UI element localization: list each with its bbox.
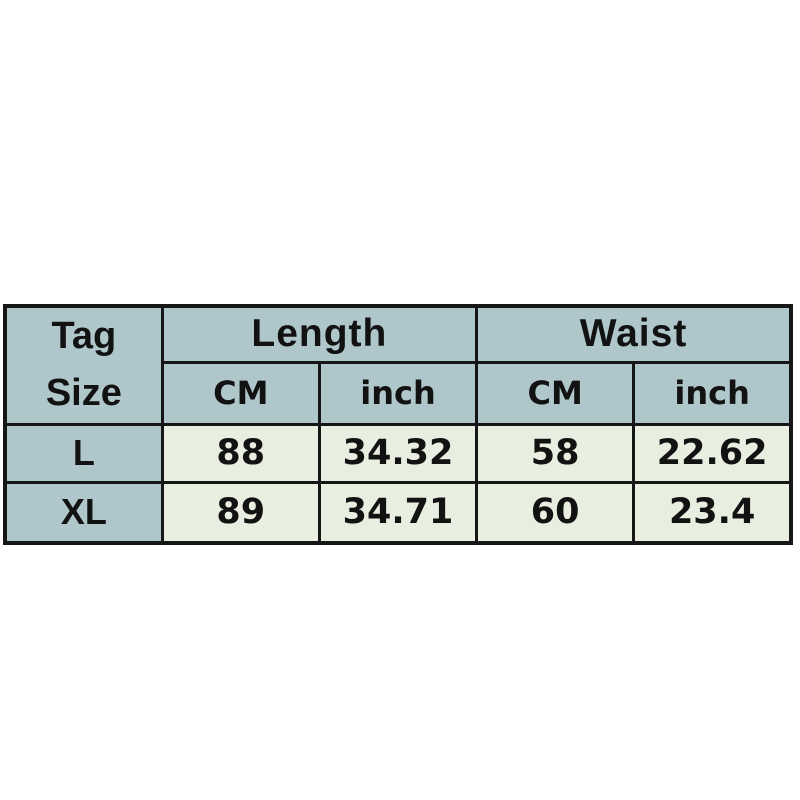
- unit-header-row: CM inch CM inch: [5, 360, 793, 426]
- length-inch-header-cell: inch: [317, 360, 479, 426]
- waist-group-header-cell: Waist: [475, 304, 793, 364]
- size-chart-table: Tag Size Length Waist CM inch CM inch L …: [3, 304, 793, 545]
- waist-inch-header-cell: inch: [632, 360, 793, 426]
- table-row-size-xl: XL 89 34.71 60 23.4: [3, 480, 793, 545]
- size-label-cell: XL: [3, 480, 164, 545]
- waist-cm-header-cell: CM: [475, 360, 636, 426]
- data-cell-xl-waist-cm: 60: [475, 480, 636, 545]
- tag-size-header-cell: Tag Size: [3, 304, 164, 426]
- data-cell-l-length-inch: 34.32: [317, 422, 479, 484]
- tag-size-line1: Tag: [51, 315, 117, 358]
- data-cell-xl-waist-inch: 23.4: [632, 480, 793, 545]
- length-group-header-cell: Length: [160, 304, 479, 364]
- data-cell-xl-length-inch: 34.71: [317, 480, 479, 545]
- length-cm-header-cell: CM: [160, 360, 321, 426]
- data-cell-l-length-cm: 88: [160, 422, 321, 484]
- data-cell-l-waist-cm: 58: [475, 422, 636, 484]
- table-row-size-l: L 88 34.32 58 22.62: [3, 422, 793, 484]
- size-label-cell: L: [3, 422, 164, 484]
- data-cell-l-waist-inch: 22.62: [632, 422, 793, 484]
- data-cell-xl-length-cm: 89: [160, 480, 321, 545]
- tag-size-line2: Size: [45, 372, 122, 415]
- group-header-row: Tag Size Length Waist: [3, 304, 793, 426]
